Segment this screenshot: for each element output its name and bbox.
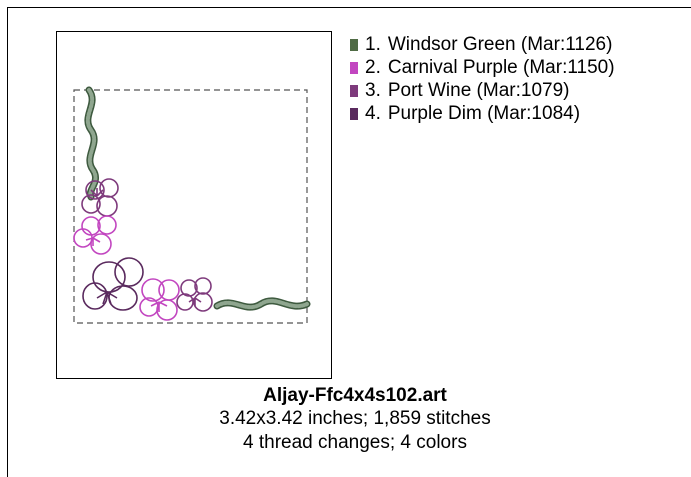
hoop-boundary [73,89,308,324]
pansy-flower-5 [176,277,213,312]
thread-item: 4. Purple Dim (Mar:1084) [350,102,615,125]
thread-name: Windsor Green (Mar:1126) [387,34,613,55]
thread-item: 2. Carnival Purple (Mar:1150) [350,56,615,79]
thread-number: 3. [365,80,381,101]
pansy-flower-2 [73,215,117,255]
thread-color-list: 1. Windsor Green (Mar:1126) 2. Carnival … [350,33,615,125]
vine-horizontal-stitch [215,298,309,310]
thread-swatch [350,84,358,97]
thread-number: 4. [365,103,381,124]
thread-item: 3. Port Wine (Mar:1079) [350,79,615,102]
pansy-flower-3 [82,257,144,311]
thread-number: 1. [365,34,381,55]
thread-name: Purple Dim (Mar:1084) [387,103,581,124]
thread-swatch [350,61,358,74]
thread-name: Port Wine (Mar:1079) [387,80,570,101]
pansy-flower-4 [139,278,180,321]
thread-swatch [350,38,358,51]
design-dimensions: 3.42x3.42 inches; 1,859 stitches [219,408,491,429]
design-filename: Aljay-Ffc4x4s102.art [263,385,447,406]
design-card-frame [7,7,691,477]
thread-swatch [350,107,358,120]
vine-vertical-stitch [85,88,98,199]
embroidery-design-image [73,86,311,324]
design-preview [56,31,332,379]
design-caption: Aljay-Ffc4x4s102.art 3.42x3.42 inches; 1… [56,384,654,455]
thread-number: 2. [365,57,381,78]
design-thread-summary: 4 thread changes; 4 colors [243,432,467,453]
thread-item: 1. Windsor Green (Mar:1126) [350,33,615,56]
thread-name: Carnival Purple (Mar:1150) [387,57,615,78]
